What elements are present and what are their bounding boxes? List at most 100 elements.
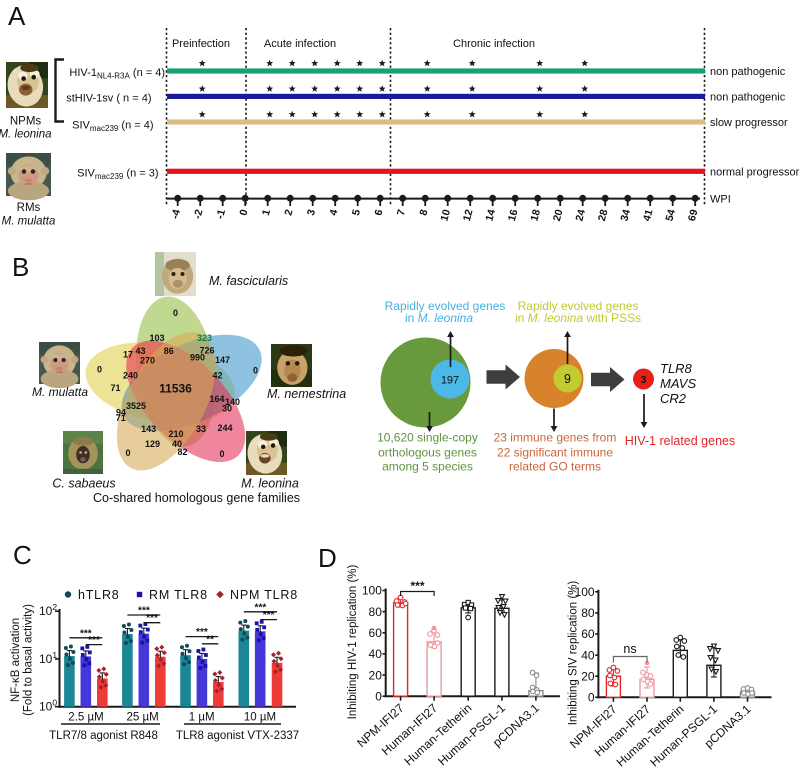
svg-text:M. mulatta: M. mulatta	[2, 216, 56, 228]
svg-text:2.5 µM: 2.5 µM	[68, 712, 103, 724]
svg-text:4: 4	[327, 208, 340, 217]
svg-text:RMs: RMs	[17, 202, 41, 214]
svg-text:M. fascicularis: M. fascicularis	[209, 274, 288, 288]
svg-text:***: ***	[80, 628, 92, 639]
svg-text:80: 80	[581, 606, 595, 620]
svg-text:NPMs: NPMs	[10, 116, 42, 128]
svg-text:Chronic infection: Chronic infection	[453, 38, 535, 50]
svg-text:M. nemestrina: M. nemestrina	[267, 387, 346, 401]
svg-text:11536: 11536	[159, 381, 192, 395]
svg-text:23 immune genes from: 23 immune genes from	[494, 431, 617, 445]
svg-text:6: 6	[372, 208, 385, 217]
svg-text:HIV-1 related genes: HIV-1 related genes	[625, 434, 736, 448]
svg-text:NF-κB activation: NF-κB activation	[10, 618, 22, 702]
svg-text:10: 10	[438, 208, 453, 223]
svg-text:20: 20	[581, 669, 595, 683]
svg-text:***: ***	[255, 602, 267, 613]
svg-text:323: 323	[197, 333, 212, 343]
svg-text:0: 0	[97, 365, 102, 375]
svg-text:210: 210	[168, 429, 183, 439]
svg-text:C: C	[13, 540, 32, 570]
svg-text:B: B	[12, 252, 29, 282]
svg-text:in M. leonina with PSSs: in M. leonina with PSSs	[515, 311, 641, 325]
svg-text:-4: -4	[169, 208, 183, 220]
svg-text:20: 20	[369, 668, 383, 682]
svg-text:***: ***	[410, 579, 424, 593]
svg-text:0: 0	[237, 208, 250, 217]
svg-text:C. sabaeus: C. sabaeus	[52, 477, 115, 491]
svg-text:WPI: WPI	[710, 194, 731, 206]
svg-text:22 significant immune: 22 significant immune	[497, 446, 613, 460]
svg-text:17: 17	[123, 350, 133, 360]
svg-text:0: 0	[375, 689, 382, 703]
svg-text:40: 40	[581, 648, 595, 662]
svg-text:9: 9	[564, 372, 571, 386]
svg-text:41: 41	[641, 208, 656, 223]
svg-text:stHIV-1sv ( n = 4): stHIV-1sv ( n = 4)	[66, 93, 151, 105]
svg-text:12: 12	[461, 208, 476, 223]
svg-text:(Fold to basal activity): (Fold to basal activity)	[23, 604, 35, 716]
svg-text:129: 129	[145, 439, 160, 449]
svg-text:RM TLR8: RM TLR8	[149, 588, 208, 602]
svg-text:3: 3	[305, 208, 318, 217]
svg-text:***: ***	[196, 627, 208, 638]
svg-text:0: 0	[253, 366, 258, 376]
svg-text:CR2: CR2	[660, 391, 687, 406]
svg-text:33: 33	[196, 424, 206, 434]
svg-text:42: 42	[212, 371, 222, 381]
svg-text:24: 24	[573, 208, 588, 223]
svg-text:-2: -2	[192, 208, 206, 220]
svg-text:***: ***	[146, 613, 158, 624]
svg-text:***: ***	[263, 610, 275, 621]
svg-text:164: 164	[209, 394, 224, 404]
svg-text:TLR8: TLR8	[660, 361, 693, 376]
svg-text:5: 5	[350, 208, 363, 217]
svg-text:103: 103	[149, 333, 164, 343]
svg-text:100: 100	[362, 584, 382, 598]
svg-text:TLR8 agonist VTX-2337: TLR8 agonist VTX-2337	[176, 730, 299, 742]
svg-text:140: 140	[225, 397, 240, 407]
svg-text:Inhibiting SIV replication (%): Inhibiting SIV replication (%)	[568, 581, 580, 726]
svg-text:100: 100	[575, 585, 595, 599]
svg-text:0: 0	[125, 448, 130, 458]
svg-text:40: 40	[172, 439, 182, 449]
svg-text:28: 28	[596, 208, 611, 223]
svg-text:71: 71	[110, 383, 120, 393]
svg-text:86: 86	[164, 346, 174, 356]
svg-text:D: D	[318, 543, 337, 573]
svg-text:A: A	[8, 1, 26, 31]
svg-text:82: 82	[177, 447, 187, 457]
svg-text:among 5 species: among 5 species	[382, 460, 473, 474]
svg-text:1 µM: 1 µM	[189, 712, 215, 724]
svg-text:1: 1	[260, 208, 273, 217]
svg-text:ns: ns	[623, 642, 636, 656]
svg-text:54: 54	[663, 208, 678, 223]
svg-text:Inhibiting HIV-1 replication (: Inhibiting HIV-1 replication (%)	[347, 564, 359, 719]
svg-text:197: 197	[441, 375, 459, 387]
svg-text:related GO terms: related GO terms	[509, 460, 601, 474]
svg-text:7: 7	[395, 208, 408, 217]
svg-text:14: 14	[483, 208, 498, 223]
svg-text:30: 30	[222, 404, 232, 414]
svg-text:43: 43	[135, 346, 145, 356]
svg-text:143: 143	[141, 424, 156, 434]
svg-text:18: 18	[528, 208, 543, 223]
svg-text:8: 8	[417, 208, 430, 217]
svg-text:***: ***	[138, 606, 150, 617]
svg-text:990: 990	[190, 353, 205, 363]
svg-text:hTLR8: hTLR8	[78, 588, 120, 602]
svg-text:240: 240	[123, 371, 138, 381]
svg-text:HIV-1NL4-R3A (n = 4): HIV-1NL4-R3A (n = 4)	[69, 67, 165, 81]
svg-text:in M. leonina: in M. leonina	[405, 311, 473, 325]
svg-text:10 µM: 10 µM	[244, 712, 276, 724]
svg-text:34: 34	[618, 208, 633, 223]
svg-text:Co-shared homologous gene fami: Co-shared homologous gene families	[93, 491, 300, 505]
svg-text:0: 0	[219, 449, 224, 459]
svg-text:0: 0	[588, 691, 595, 705]
svg-text:M. mulatta: M. mulatta	[32, 385, 88, 399]
svg-text:slow progressor: slow progressor	[710, 117, 788, 129]
svg-text:M. leonina: M. leonina	[0, 129, 52, 141]
svg-text:40: 40	[369, 647, 383, 661]
svg-text:60: 60	[581, 627, 595, 641]
svg-text:69: 69	[686, 208, 701, 223]
